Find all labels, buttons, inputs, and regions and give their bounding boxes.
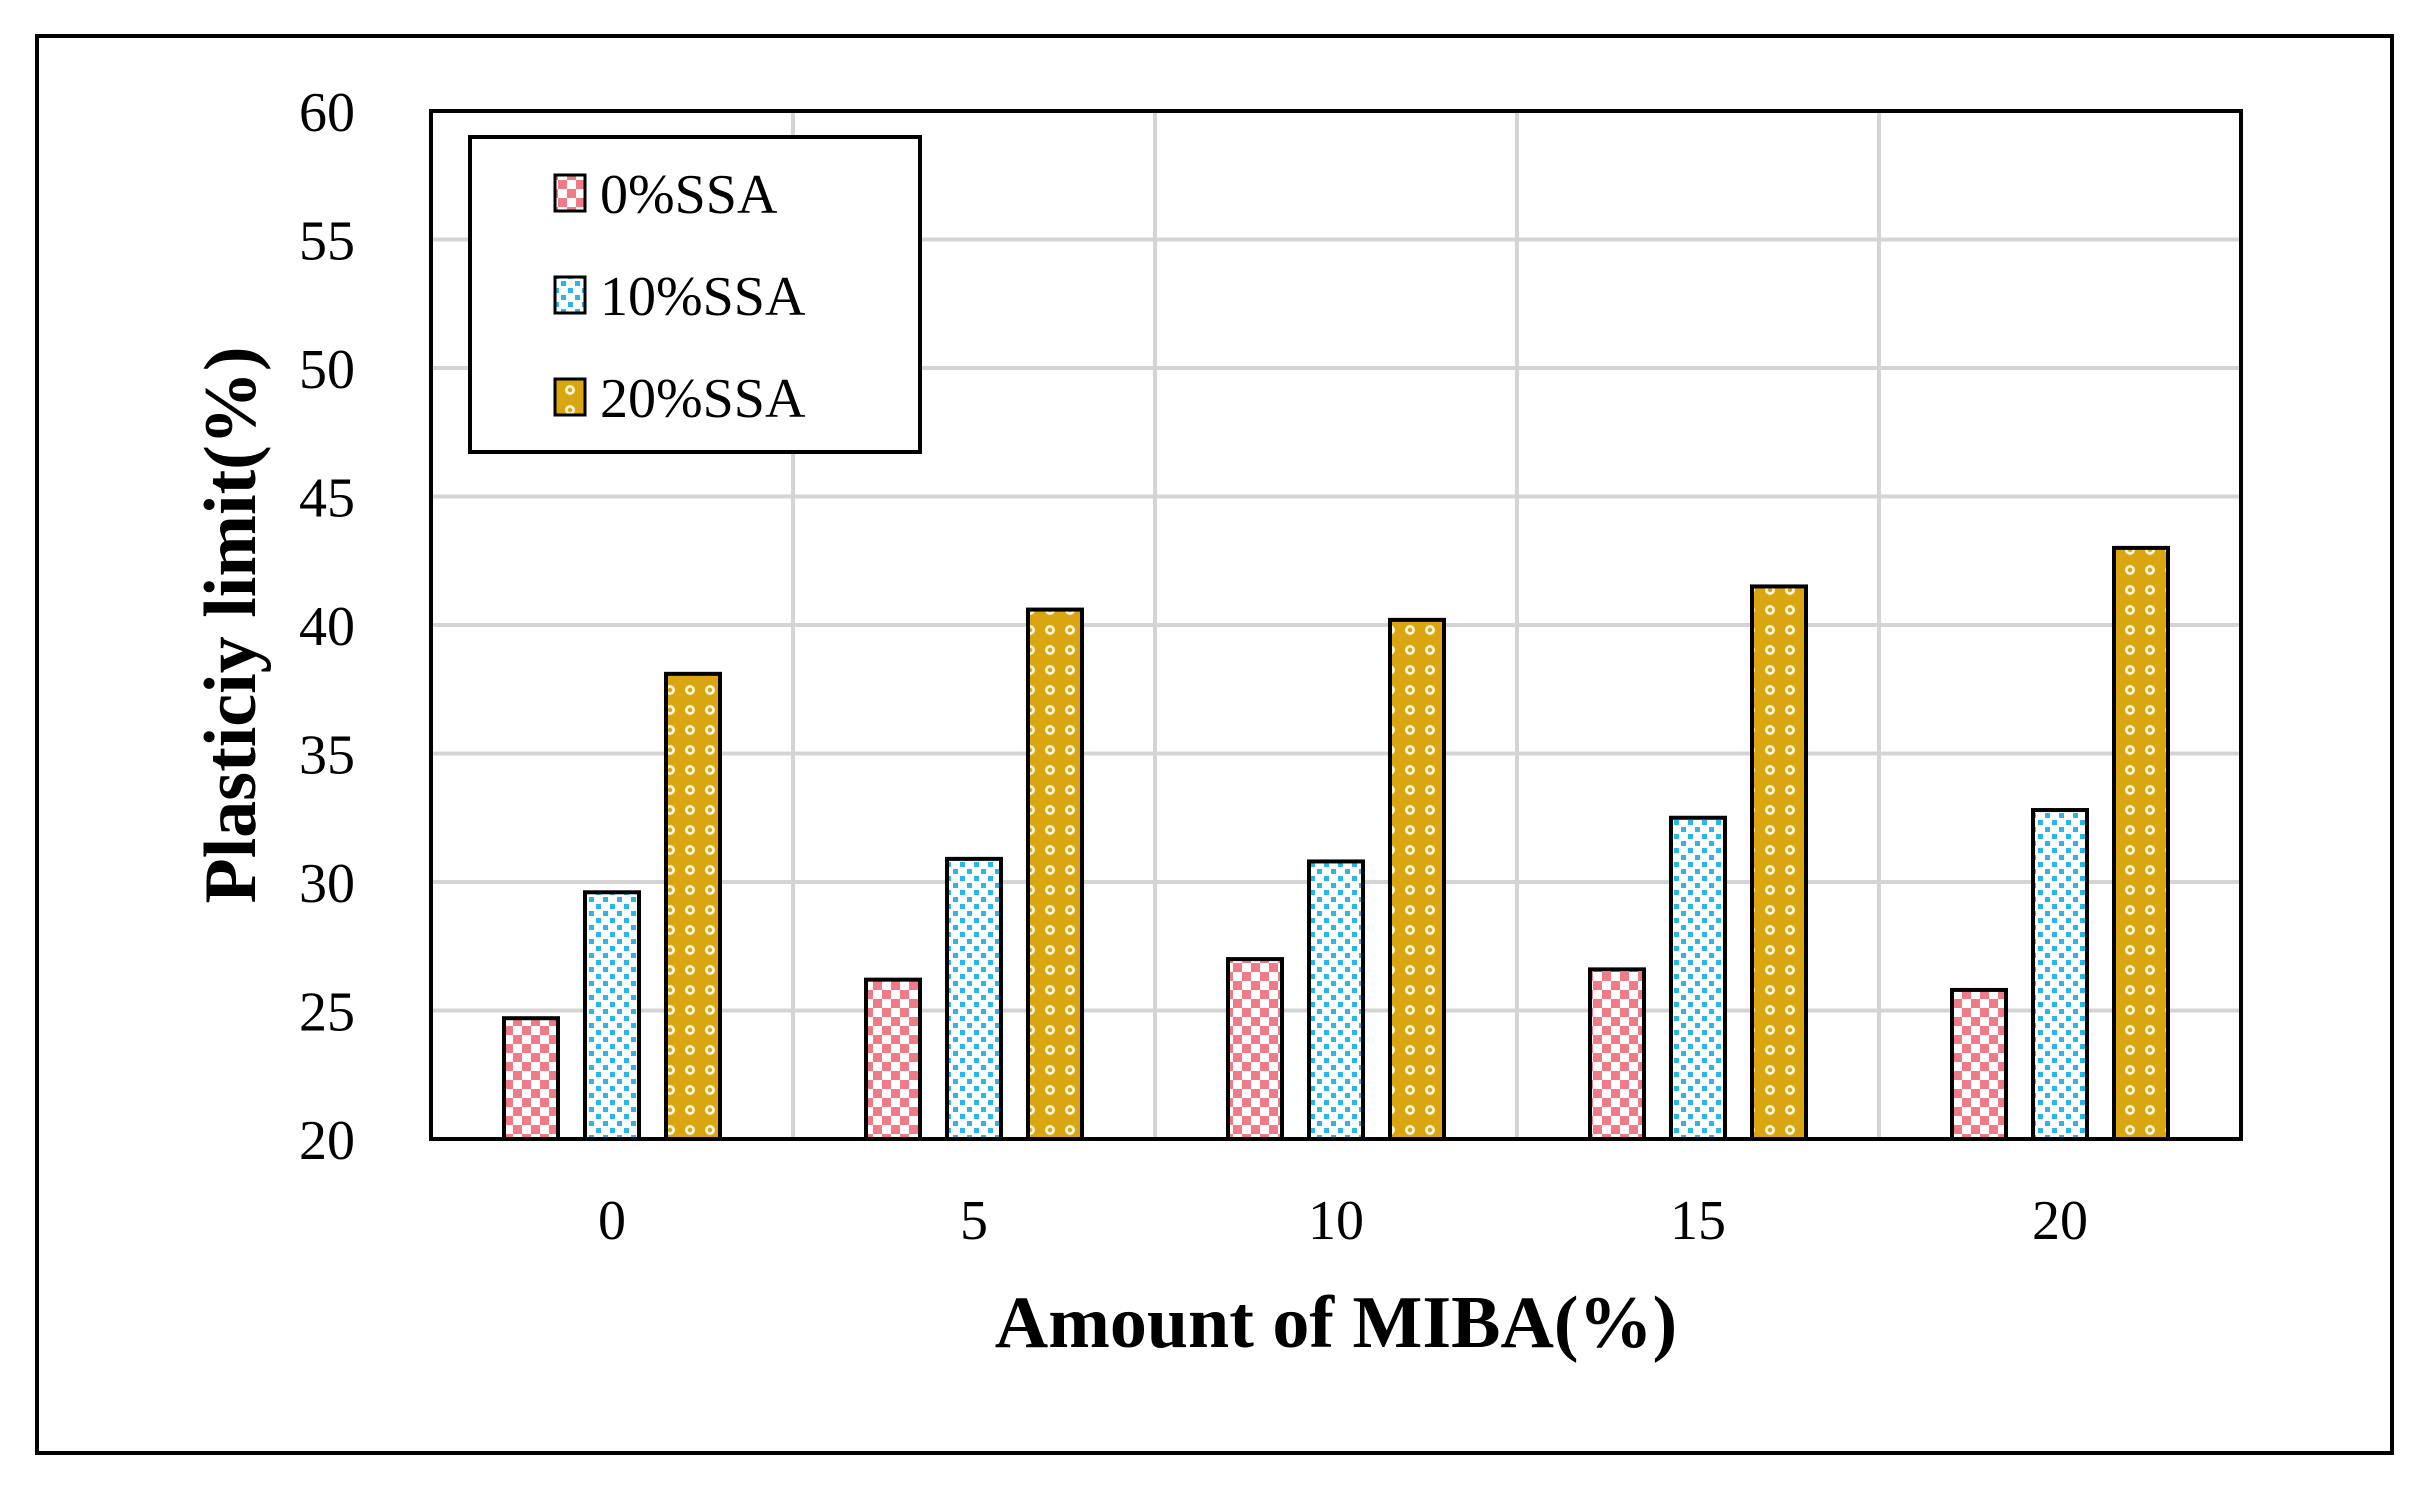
bar-0pctssa-5 <box>864 977 922 1141</box>
bar-10pctssa-0 <box>583 890 641 1142</box>
bar-0pctssa-20 <box>1950 987 2008 1141</box>
legend-label: 0%SSA <box>600 164 778 226</box>
bar-20pctssa-5 <box>1026 607 1084 1141</box>
y-tick-label: 50 <box>299 339 355 401</box>
bar-10pctssa-10 <box>1307 859 1365 1141</box>
legend-swatch <box>553 275 587 315</box>
legend-box <box>468 135 922 454</box>
legend-swatch <box>553 377 587 417</box>
y-tick-label: 45 <box>299 468 355 530</box>
y-tick-label: 20 <box>299 1110 355 1172</box>
x-axis-ticks: 0 5 10 15 20 <box>598 1190 2088 1252</box>
legend-label: 20%SSA <box>600 368 806 430</box>
x-tick-label: 15 <box>1670 1190 1726 1252</box>
bar-10pctssa-20 <box>2031 808 2089 1141</box>
y-axis-label: Plasticiy limit(%) <box>190 347 272 904</box>
y-tick-label: 40 <box>299 596 355 658</box>
x-tick-label: 10 <box>1308 1190 1364 1252</box>
bar-20pctssa-10 <box>1388 617 1446 1141</box>
bar-20pctssa-0 <box>664 671 722 1142</box>
y-tick-label: 55 <box>299 211 355 273</box>
x-axis-label: Amount of MIBA(%) <box>995 1282 1677 1364</box>
y-tick-label: 25 <box>299 982 355 1044</box>
bar-20pctssa-15 <box>1750 584 1808 1141</box>
bar-10pctssa-5 <box>945 856 1003 1141</box>
y-axis-ticks: 20 25 30 35 40 45 50 55 60 <box>299 82 355 1172</box>
plot-area-border <box>429 109 2243 1141</box>
bar-20pctssa-20 <box>2112 545 2170 1141</box>
bar-0pctssa-15 <box>1588 967 1646 1141</box>
bar-10pctssa-15 <box>1669 815 1727 1141</box>
y-tick-label: 35 <box>299 725 355 787</box>
bar-0pctssa-10 <box>1226 957 1284 1141</box>
y-tick-label: 60 <box>299 82 355 144</box>
legend: 0%SSA 10%SSA 20%SSA <box>468 135 922 454</box>
x-tick-label: 5 <box>960 1190 988 1252</box>
bar-0pctssa-0 <box>502 1016 560 1142</box>
x-tick-label: 0 <box>598 1190 626 1252</box>
grid <box>431 111 2241 1139</box>
legend-label: 10%SSA <box>600 266 806 328</box>
x-tick-label: 20 <box>2032 1190 2088 1252</box>
bars <box>502 545 2170 1142</box>
y-tick-label: 30 <box>299 853 355 915</box>
legend-swatch <box>553 173 587 213</box>
